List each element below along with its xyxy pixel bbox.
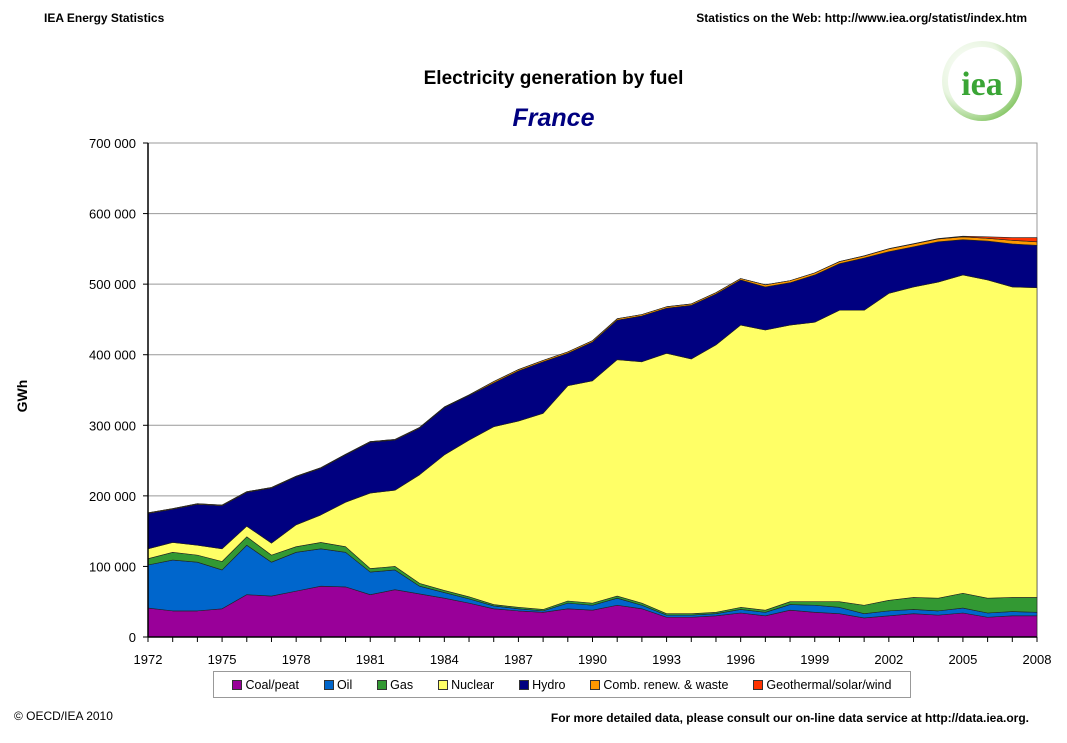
x-tick-label: 1978 [282, 652, 311, 667]
x-tick-label: 1993 [652, 652, 681, 667]
legend-item: Gas [377, 678, 413, 692]
y-tick-label: 600 000 [89, 207, 136, 222]
y-tick-label: 300 000 [89, 418, 136, 433]
chart-area: 0 100 000 200 000 300 000 400 000 500 000 600 … [89, 136, 1052, 667]
legend-swatch [519, 679, 530, 690]
x-tick-label: 1984 [430, 652, 459, 667]
legend-label: Hydro [532, 677, 566, 692]
legend-item: Coal/peat [232, 678, 299, 692]
x-tick-label: 1975 [208, 652, 237, 667]
header-right: Statistics on the Web: http://www.iea.or… [696, 11, 1027, 25]
legend-swatch [377, 679, 388, 690]
legend-label: Oil [336, 677, 353, 692]
x-tick-label: 1972 [134, 652, 163, 667]
y-tick-label: 0 [129, 630, 136, 645]
y-tick-label: 400 000 [89, 348, 136, 363]
x-tick-label: 1990 [578, 652, 607, 667]
iea-logo: iea [942, 41, 1022, 121]
legend-label: Nuclear [451, 677, 495, 692]
legend-swatch [232, 679, 243, 690]
area-geothermal-solar-wind [147, 235, 1038, 514]
legend-label: Comb. renew. & waste [603, 677, 729, 692]
x-tick-label: 2005 [948, 652, 977, 667]
x-tick-label: 1996 [726, 652, 755, 667]
legend-label: Gas [390, 677, 414, 692]
x-tick-label: 2002 [874, 652, 903, 667]
svg-text:iea: iea [961, 66, 1003, 103]
legend-swatch [323, 679, 334, 690]
chart-title: Electricity generation by fuel [423, 68, 684, 89]
copyright: © OECD/IEA 2010 [14, 709, 113, 723]
legend-swatch [438, 679, 449, 690]
chart-subtitle: France [512, 104, 595, 132]
x-tick-label: 1987 [504, 652, 533, 667]
legend-item: Oil [323, 677, 353, 692]
x-tick-label: 2008 [1023, 652, 1052, 667]
y-tick-label: 700 000 [89, 136, 136, 151]
legend: Coal/peat Oil Gas Nuclear Hydro Comb. renew. … [213, 671, 911, 698]
legend-swatch [590, 679, 601, 690]
legend-item: Geothermal/solar/wind [753, 678, 891, 692]
legend-item: Hydro [519, 678, 565, 692]
footer-note: For more detailed data, please consult o… [550, 711, 1029, 725]
y-tick-label: 500 000 [89, 277, 136, 292]
x-tick-label: 1981 [356, 652, 385, 667]
legend-swatch [753, 679, 764, 690]
legend-label: Geothermal/solar/wind [766, 677, 892, 692]
legend-item: Comb. renew. & waste [590, 678, 728, 692]
header-left: IEA Energy Statistics [44, 11, 165, 25]
y-tick-label: 100 000 [89, 559, 136, 574]
legend-label: Coal/peat [245, 677, 299, 692]
y-tick-label: 200 000 [89, 489, 136, 504]
legend-item: Nuclear [438, 678, 494, 692]
x-tick-label: 1999 [800, 652, 829, 667]
